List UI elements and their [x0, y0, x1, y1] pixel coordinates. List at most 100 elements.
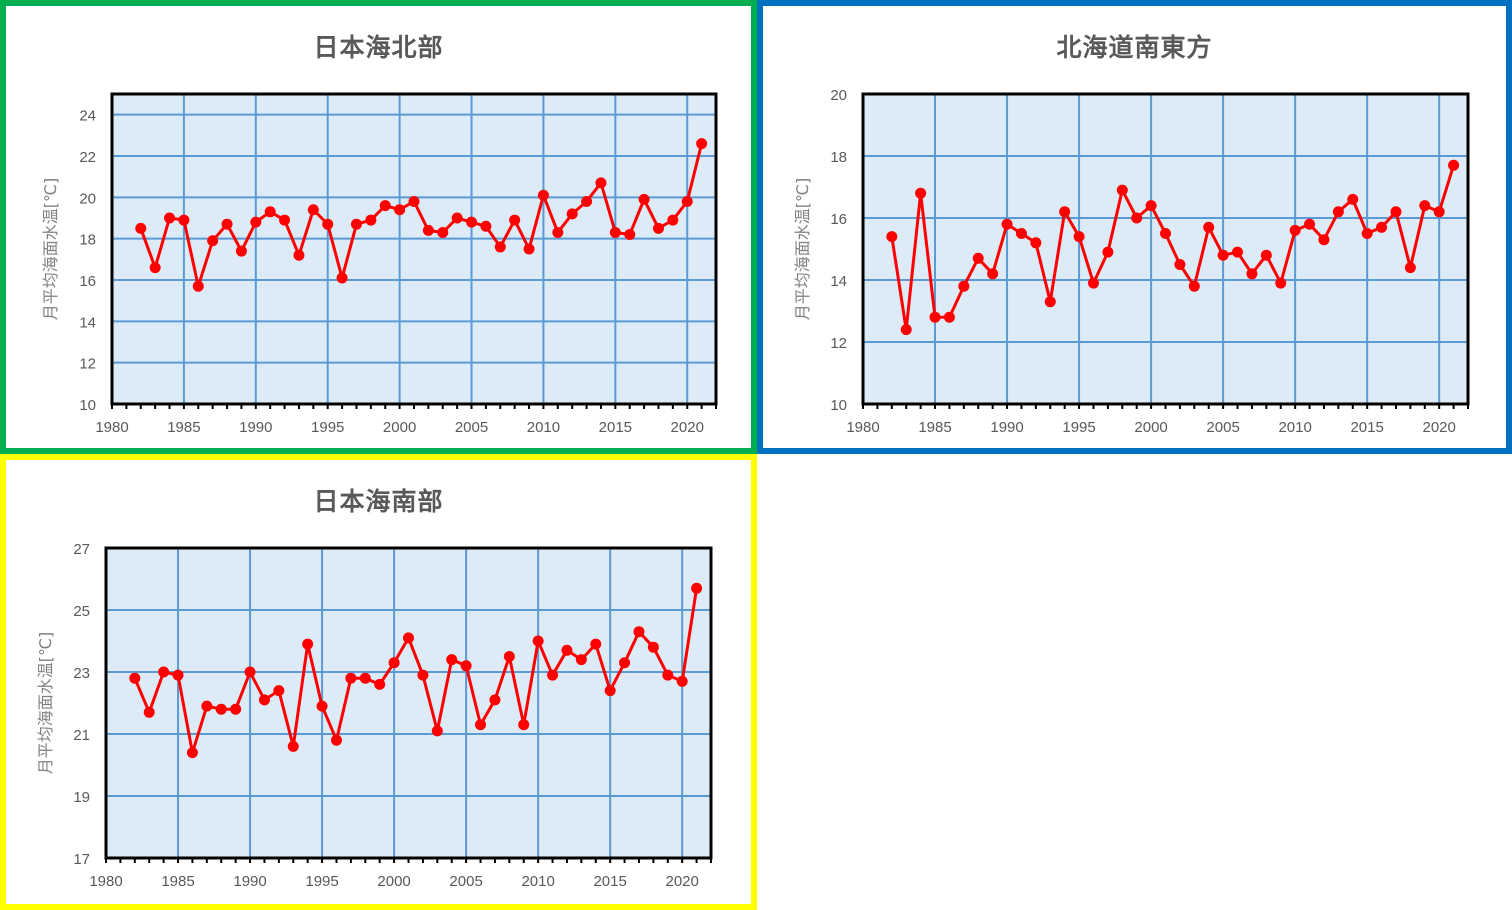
data-point — [403, 632, 414, 644]
plot-area — [112, 94, 716, 404]
data-point — [604, 685, 616, 697]
data-point — [1030, 237, 1042, 249]
x-tick-label: 1995 — [305, 873, 338, 890]
x-tick-label: 2015 — [1350, 419, 1383, 436]
data-point — [1015, 228, 1027, 239]
x-tick-label: 1980 — [846, 419, 879, 436]
data-point — [192, 280, 204, 292]
data-point — [691, 582, 703, 594]
y-tick-label: 14 — [830, 273, 847, 290]
data-point — [1116, 184, 1128, 196]
data-point — [590, 638, 602, 650]
data-point — [552, 226, 564, 238]
y-tick-label: 16 — [79, 273, 96, 290]
data-point — [480, 220, 492, 232]
data-point — [221, 218, 233, 230]
data-point — [466, 216, 478, 228]
x-tick-label: 1980 — [89, 873, 122, 890]
line-chart: 10 12 14 16 18 20 22 24 1980 1985 1990 1995 2000 2005… — [41, 92, 718, 436]
y-tick-label: 22 — [79, 149, 96, 166]
data-point — [1203, 221, 1215, 233]
x-tick-label: 2000 — [1134, 419, 1167, 436]
data-point — [1390, 206, 1402, 218]
data-point — [235, 245, 247, 257]
data-point — [1131, 212, 1143, 224]
x-tick-label: 1990 — [239, 419, 272, 436]
data-point — [624, 229, 636, 241]
data-point — [676, 675, 688, 687]
data-point — [359, 672, 371, 684]
data-point — [149, 262, 161, 274]
y-tick-label: 12 — [79, 356, 96, 373]
data-point — [1347, 193, 1359, 205]
data-point — [350, 218, 362, 230]
chart-panel-southeast-of-hokkaido: 北海道南東方 10 12 14 16 18 20 1980 1985 1990 1995 2000 2… — [757, 0, 1512, 454]
data-point — [1419, 200, 1431, 212]
data-point — [547, 669, 559, 681]
data-point — [1073, 231, 1085, 243]
data-point — [408, 195, 420, 207]
data-point — [230, 703, 242, 715]
plot-area — [863, 94, 1468, 404]
data-point — [207, 235, 219, 247]
data-point — [532, 635, 544, 647]
line-chart: 17 19 21 23 25 27 1980 1985 1990 1995 2000 2005 2010… — [36, 541, 713, 890]
x-tick-label: 1985 — [167, 419, 200, 436]
y-tick-label: 18 — [79, 232, 96, 249]
y-axis-label: 月平均海面水温[℃] — [36, 632, 55, 774]
x-tick-label: 2005 — [1206, 419, 1239, 436]
x-tick-label: 2000 — [383, 419, 416, 436]
data-point — [1318, 234, 1330, 246]
data-point — [379, 200, 391, 212]
data-point — [186, 747, 198, 759]
data-point — [365, 214, 377, 226]
y-tick-label: 23 — [73, 665, 90, 682]
y-tick-label: 18 — [830, 149, 847, 166]
data-point — [1361, 228, 1373, 239]
data-point — [201, 700, 213, 712]
data-point — [1246, 268, 1258, 280]
data-point — [575, 654, 587, 666]
chart-panel-south-sea-of-japan: 日本海南部 17 19 21 23 25 27 1980 1985 1990 1995 2000 20… — [0, 454, 757, 910]
data-point — [1448, 159, 1460, 171]
data-point — [566, 208, 578, 220]
x-tick-label: 1985 — [918, 419, 951, 436]
data-point — [915, 187, 927, 199]
y-tick-label: 19 — [73, 789, 90, 806]
data-point — [129, 672, 141, 684]
data-point — [164, 212, 176, 224]
data-point — [595, 177, 607, 189]
data-point — [394, 204, 406, 216]
data-point — [215, 703, 227, 715]
x-tick-label: 2005 — [455, 419, 488, 436]
x-tick-label: 2010 — [521, 873, 554, 890]
data-point — [1160, 228, 1171, 239]
data-point — [302, 638, 314, 650]
y-tick-label: 20 — [830, 87, 847, 104]
data-point — [460, 660, 472, 672]
x-tick-label: 2015 — [593, 873, 626, 890]
data-point — [250, 216, 262, 228]
data-point — [172, 669, 184, 681]
y-tick-label: 24 — [79, 108, 96, 125]
data-point — [943, 311, 955, 323]
data-point — [158, 666, 170, 678]
chart-title: 日本海北部 — [313, 33, 444, 62]
data-point — [437, 226, 449, 238]
data-line — [139, 143, 704, 288]
data-point — [475, 719, 487, 731]
data-point — [581, 195, 593, 207]
data-point — [322, 218, 334, 230]
data-point — [273, 685, 285, 697]
x-tick-label: 1990 — [990, 419, 1023, 436]
data-point — [258, 694, 270, 706]
y-tick-label: 16 — [830, 211, 847, 228]
data-point — [619, 657, 631, 669]
chart-panel-north-sea-of-japan: 日本海北部 10 12 14 16 18 20 22 24 1980 1985 1990 1995 20… — [0, 0, 757, 454]
data-point — [451, 212, 463, 224]
data-point — [638, 193, 650, 205]
x-tick-label: 2010 — [1278, 419, 1311, 436]
data-point — [647, 641, 659, 653]
data-point — [609, 226, 621, 238]
data-line — [133, 588, 699, 755]
